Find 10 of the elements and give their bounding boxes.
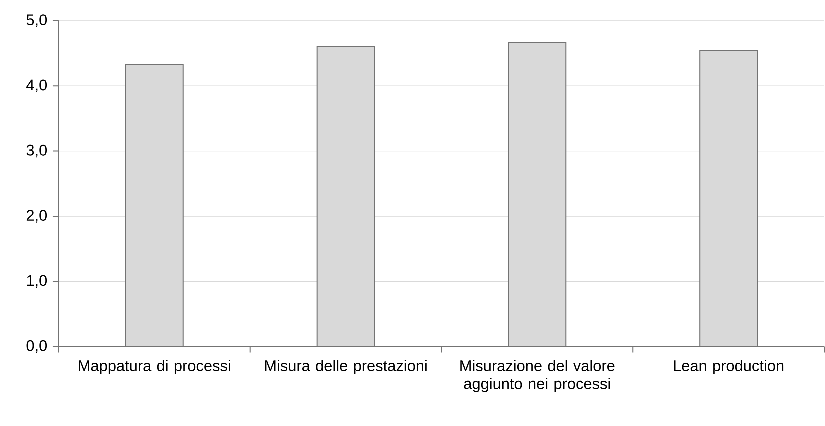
x-tick-label: Misurazione del valore aggiunto nei processi [460, 360, 615, 393]
y-tick-label: 2,0 [26, 210, 48, 223]
x-tick-label: Mappatura di processi [79, 360, 230, 375]
x-tick-label: Lean production [674, 360, 784, 375]
y-tick-label: 0,0 [26, 340, 48, 354]
x-tick-label: Misura delle prestazioni [265, 360, 427, 375]
y-tick-label: 3,0 [26, 145, 48, 158]
y-tick-label: 4,0 [26, 80, 48, 93]
y-tick-label: 5,0 [26, 14, 48, 28]
y-tick-label: 1,0 [27, 275, 48, 288]
